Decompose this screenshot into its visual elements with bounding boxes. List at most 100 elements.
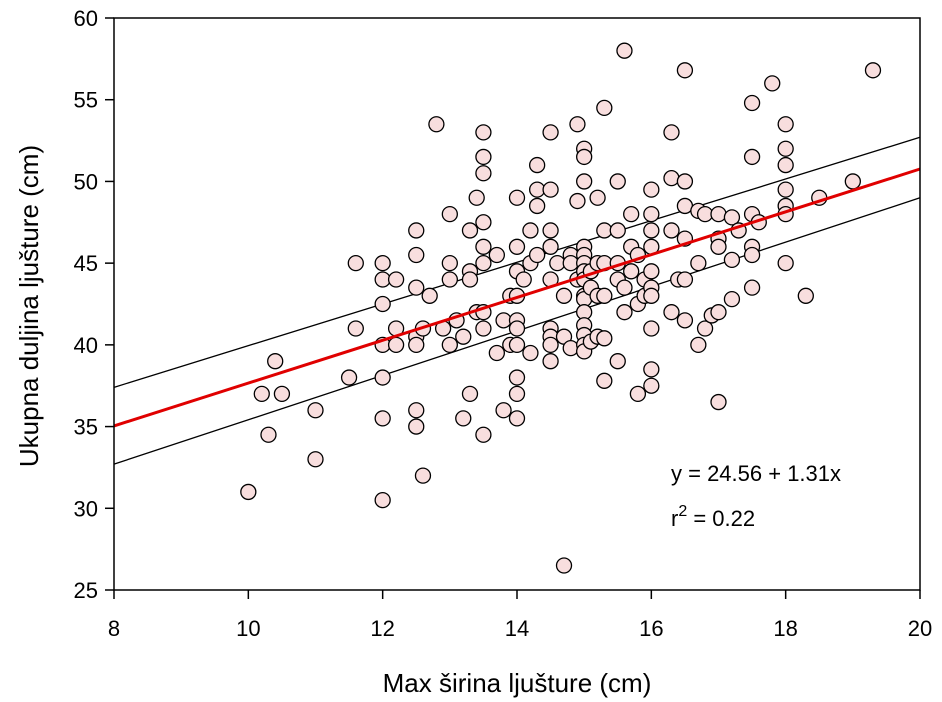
- data-point: [777, 116, 794, 133]
- data-point: [273, 385, 291, 403]
- data-point: [408, 246, 425, 264]
- data-point: [663, 304, 680, 321]
- data-point: [743, 94, 761, 112]
- data-point: [408, 279, 425, 296]
- data-point: [723, 290, 741, 308]
- data-point: [461, 222, 479, 239]
- data-point: [710, 238, 727, 255]
- data-point: [596, 99, 613, 117]
- data-points: [240, 42, 882, 574]
- data-point: [616, 304, 633, 321]
- data-point: [475, 148, 492, 166]
- data-point: [676, 197, 694, 215]
- data-point: [643, 320, 660, 337]
- data-point: [663, 170, 680, 187]
- y-axis-ticks: 25 30 35 40 45 50 55 60: [74, 6, 114, 603]
- data-point: [441, 205, 458, 223]
- data-point: [260, 426, 277, 443]
- data-point: [387, 336, 405, 354]
- x-tick-label: 16: [639, 616, 663, 641]
- data-point: [676, 271, 694, 288]
- data-point: [374, 369, 391, 386]
- data-point: [475, 214, 492, 231]
- data-point: [374, 491, 391, 509]
- regression-equation: y = 24.56 + 1.31x: [671, 461, 841, 486]
- data-point: [777, 181, 794, 198]
- data-point: [495, 312, 512, 329]
- data-point: [542, 353, 559, 370]
- data-point: [710, 304, 727, 321]
- data-point: [374, 295, 391, 313]
- y-axis-title: Ukupna duljina ljušture (cm): [14, 145, 44, 467]
- data-point: [690, 254, 707, 272]
- data-point: [340, 369, 358, 386]
- regression-annotation: y = 24.56 + 1.31x r2 = 0.22: [671, 461, 841, 531]
- y-tick-label: 25: [74, 578, 98, 603]
- data-point: [569, 116, 586, 133]
- data-point: [596, 372, 613, 389]
- data-point: [589, 189, 606, 206]
- y-tick-label: 45: [74, 251, 98, 276]
- data-point: [529, 197, 546, 215]
- data-point: [475, 238, 492, 255]
- data-point: [508, 189, 526, 206]
- data-point: [475, 320, 492, 337]
- data-point: [441, 336, 458, 354]
- data-point: [576, 148, 593, 166]
- data-point: [347, 320, 364, 337]
- data-point: [529, 156, 546, 174]
- data-point: [764, 75, 781, 92]
- data-point: [441, 254, 458, 272]
- data-point: [461, 271, 479, 288]
- data-point: [797, 287, 814, 304]
- data-point: [468, 189, 485, 206]
- data-point: [307, 451, 324, 468]
- x-tick-label: 8: [108, 616, 120, 641]
- data-point: [542, 181, 559, 198]
- data-point: [676, 312, 694, 329]
- data-point: [643, 361, 660, 378]
- data-point: [743, 279, 761, 296]
- data-point: [710, 393, 727, 411]
- x-axis-ticks: 8 10 12 14 16 18 20: [108, 590, 932, 641]
- data-point: [629, 385, 647, 403]
- data-point: [253, 385, 270, 403]
- data-point: [609, 173, 626, 190]
- data-point: [676, 62, 694, 79]
- data-point: [777, 156, 794, 174]
- data-point: [508, 369, 526, 386]
- data-point: [723, 251, 741, 269]
- data-point: [508, 320, 526, 337]
- data-point: [387, 271, 405, 288]
- data-point: [616, 279, 633, 296]
- data-point: [347, 254, 364, 272]
- data-point: [696, 205, 714, 223]
- data-point: [475, 165, 492, 182]
- data-point: [508, 336, 526, 354]
- data-point: [663, 222, 680, 239]
- data-point: [542, 336, 559, 354]
- r-squared-value: = 0.22: [687, 506, 755, 531]
- data-point: [555, 557, 573, 574]
- data-point: [676, 173, 694, 190]
- data-point: [576, 173, 593, 190]
- data-point: [374, 254, 391, 272]
- data-point: [508, 385, 526, 403]
- data-point: [461, 385, 479, 403]
- x-tick-label: 12: [370, 616, 394, 641]
- x-tick-label: 20: [908, 616, 932, 641]
- data-point: [663, 124, 680, 141]
- data-point: [623, 263, 640, 280]
- data-point: [408, 222, 425, 239]
- data-point: [475, 426, 492, 443]
- data-point: [596, 330, 613, 347]
- data-point: [414, 467, 432, 484]
- r-exponent: 2: [678, 503, 687, 520]
- data-point: [864, 62, 882, 79]
- data-point: [542, 238, 559, 255]
- data-point: [844, 173, 861, 190]
- data-point: [408, 418, 425, 435]
- data-point: [562, 339, 579, 357]
- data-point: [408, 402, 425, 419]
